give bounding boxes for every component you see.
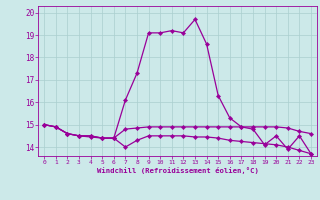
- X-axis label: Windchill (Refroidissement éolien,°C): Windchill (Refroidissement éolien,°C): [97, 167, 259, 174]
